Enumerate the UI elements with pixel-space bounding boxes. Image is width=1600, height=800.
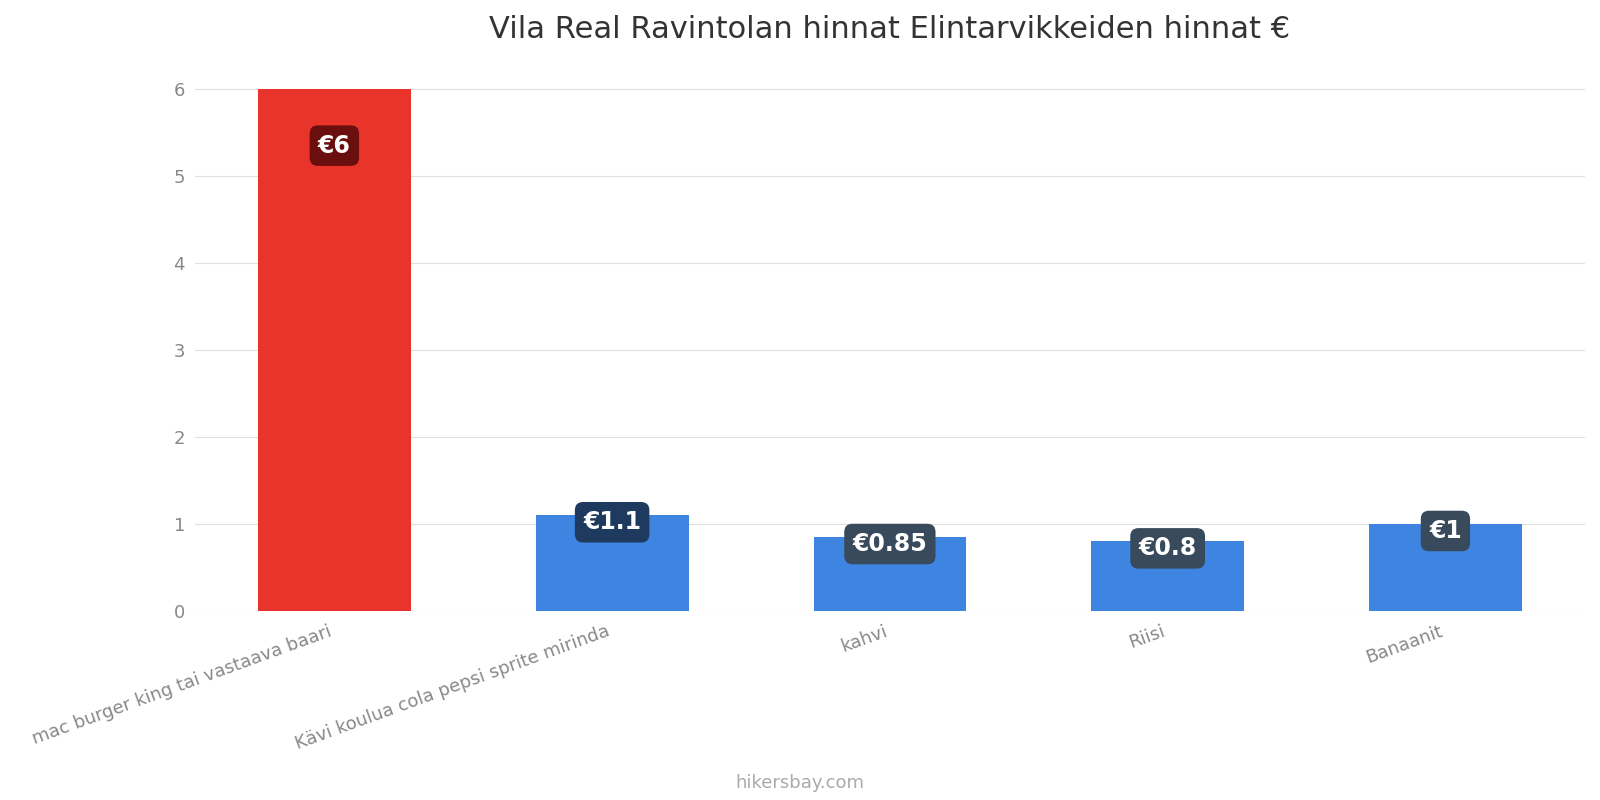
Bar [536,515,688,611]
Text: €1: €1 [1429,519,1462,543]
Text: €6: €6 [318,134,350,158]
Bar [1091,542,1245,611]
Title: Vila Real Ravintolan hinnat Elintarvikkeiden hinnat €: Vila Real Ravintolan hinnat Elintarvikke… [490,15,1291,44]
Bar [813,537,966,611]
Bar [1370,524,1522,611]
Bar [258,89,411,611]
Text: €1.1: €1.1 [582,510,642,534]
Text: €0.85: €0.85 [853,532,928,556]
Text: €0.8: €0.8 [1139,536,1197,560]
Text: hikersbay.com: hikersbay.com [736,774,864,792]
